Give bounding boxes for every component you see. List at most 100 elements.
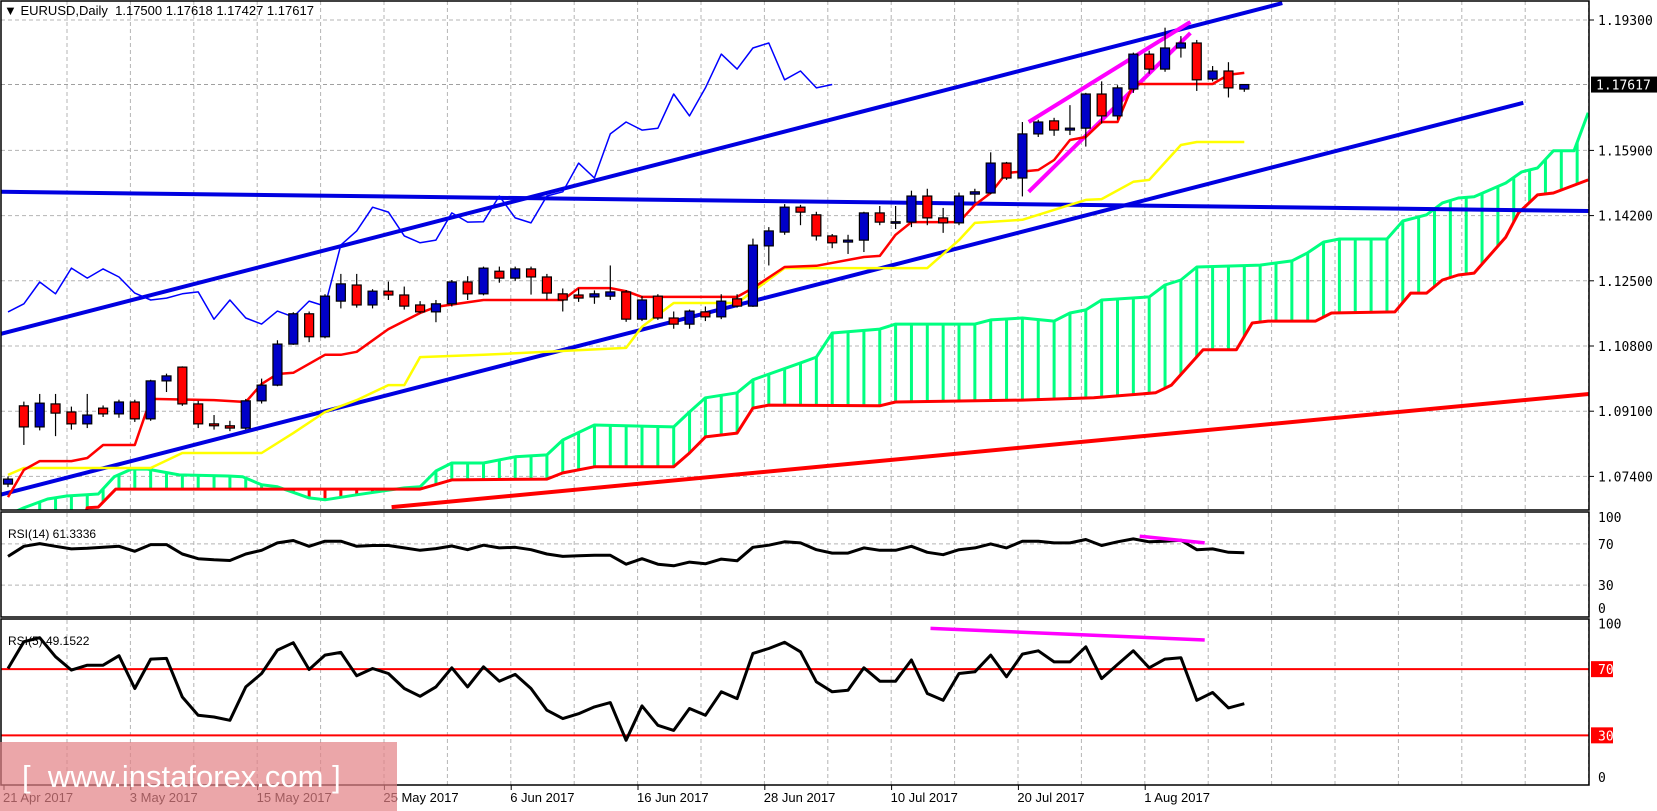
senkou-span-a [15, 112, 1589, 510]
candle [827, 234, 838, 249]
time-tick-label: 6 Jun 2017 [510, 790, 574, 805]
candle [399, 286, 410, 310]
bearish-candle-body [874, 212, 885, 223]
bullish-candle-body [113, 401, 125, 415]
candle [494, 266, 505, 283]
bullish-candle-body [1239, 83, 1250, 90]
bullish-candle-body [953, 195, 965, 224]
bullish-candle-body [605, 291, 616, 297]
candle [288, 312, 299, 345]
long-support-trendline [391, 391, 1589, 510]
candle [430, 299, 442, 323]
bullish-candle-body [1207, 70, 1218, 80]
candle [953, 192, 965, 226]
candle [1175, 36, 1187, 58]
candle [415, 301, 426, 314]
bearish-candle-body [18, 405, 29, 428]
candle [224, 420, 235, 432]
candle [621, 290, 632, 322]
candle [922, 188, 933, 226]
bullish-candle-body [763, 230, 774, 247]
price-tick-label: 1.19300 [1598, 14, 1653, 29]
candle [34, 393, 45, 431]
chikou-span-line [7, 42, 833, 325]
bearish-candle-body [462, 281, 473, 295]
channel-upper-trendline [1, 1, 1283, 336]
rsi14-tick-label: 70 [1598, 538, 1614, 553]
bullish-candle-body [34, 402, 45, 428]
candle [1207, 66, 1218, 82]
bearish-candle-body [129, 401, 140, 420]
bullish-candle-body [1033, 121, 1044, 135]
triangle-down-icon[interactable]: ▼ [4, 3, 21, 18]
candle [668, 311, 679, 329]
bearish-candle-body [1144, 53, 1155, 70]
bullish-candle-body [1159, 47, 1171, 70]
bullish-candle-body [589, 293, 600, 298]
bullish-candle-body [969, 191, 980, 195]
candle [1144, 50, 1155, 74]
candle [541, 273, 553, 300]
bearish-candle-body [1223, 70, 1234, 89]
candle [938, 207, 949, 233]
bullish-candle-body [1080, 93, 1091, 129]
bullish-candle-body [256, 384, 267, 402]
price-tick-label: 1.09100 [1598, 405, 1653, 420]
bearish-candle-body [66, 411, 77, 425]
bullish-candle-body [430, 303, 442, 313]
bullish-candle-body [161, 375, 172, 382]
bearish-candle-body [177, 366, 188, 405]
candle [319, 294, 331, 339]
candle [256, 378, 267, 404]
rsi5-line [6, 636, 1245, 742]
rsi14-title: RSI(14) 61.3336 [8, 527, 96, 541]
bullish-candle-body [985, 162, 996, 194]
candle [684, 309, 695, 329]
time-tick-label: 25 May 2017 [383, 790, 458, 805]
bearish-candle-body [731, 298, 743, 307]
candle [700, 306, 711, 322]
bearish-candle-body [494, 270, 505, 279]
bullish-candle-body [890, 221, 901, 224]
candle [335, 273, 346, 309]
chart-header: ▼ EURUSD,Daily 1.17500 1.17618 1.17427 1… [4, 3, 314, 18]
rsi14-panel[interactable] [7, 534, 1245, 568]
bullish-candle-body [1175, 42, 1187, 49]
bearish-candle-body [827, 235, 838, 244]
watermark-logo: [ www.instaforex.com ] [0, 742, 397, 811]
price-panel[interactable] [0, 1, 1590, 530]
bullish-candle-body [478, 267, 489, 295]
candle [1033, 119, 1044, 137]
bullish-candle-body [779, 206, 790, 233]
bullish-candle-body [335, 283, 346, 302]
candle [1223, 62, 1234, 98]
bullish-candle-body [288, 313, 299, 345]
rsi5-tick-label: 0 [1598, 771, 1606, 786]
bearish-candle-body [97, 407, 109, 415]
horizontal-support-trendline [1, 189, 1589, 213]
bullish-candle-body [319, 295, 331, 338]
bearish-candle-body [415, 304, 426, 313]
price-tick-label: 1.15900 [1598, 144, 1653, 159]
candle [985, 152, 996, 195]
rsi5-panel[interactable] [6, 626, 1245, 742]
candle [811, 211, 822, 241]
bearish-candle-body [1096, 93, 1107, 117]
candle [557, 288, 568, 312]
rsi5-title: RSI(5) 49.1522 [8, 634, 90, 648]
bearish-candle-body [224, 425, 235, 429]
candle [97, 405, 109, 417]
bearish-candle-body [50, 403, 61, 414]
price-tick-label: 1.12500 [1598, 275, 1653, 290]
bullish-candle-body [145, 380, 156, 420]
candle [589, 290, 600, 304]
candle [18, 401, 29, 445]
bullish-candle-body [1017, 133, 1028, 179]
bullish-candle-body [446, 281, 457, 305]
price-tick-label: 1.10800 [1598, 340, 1653, 355]
bearish-candle-body [668, 317, 679, 325]
bullish-candle-body [1112, 87, 1123, 117]
candle [50, 393, 61, 437]
price-tick-label: 1.07400 [1598, 470, 1653, 485]
